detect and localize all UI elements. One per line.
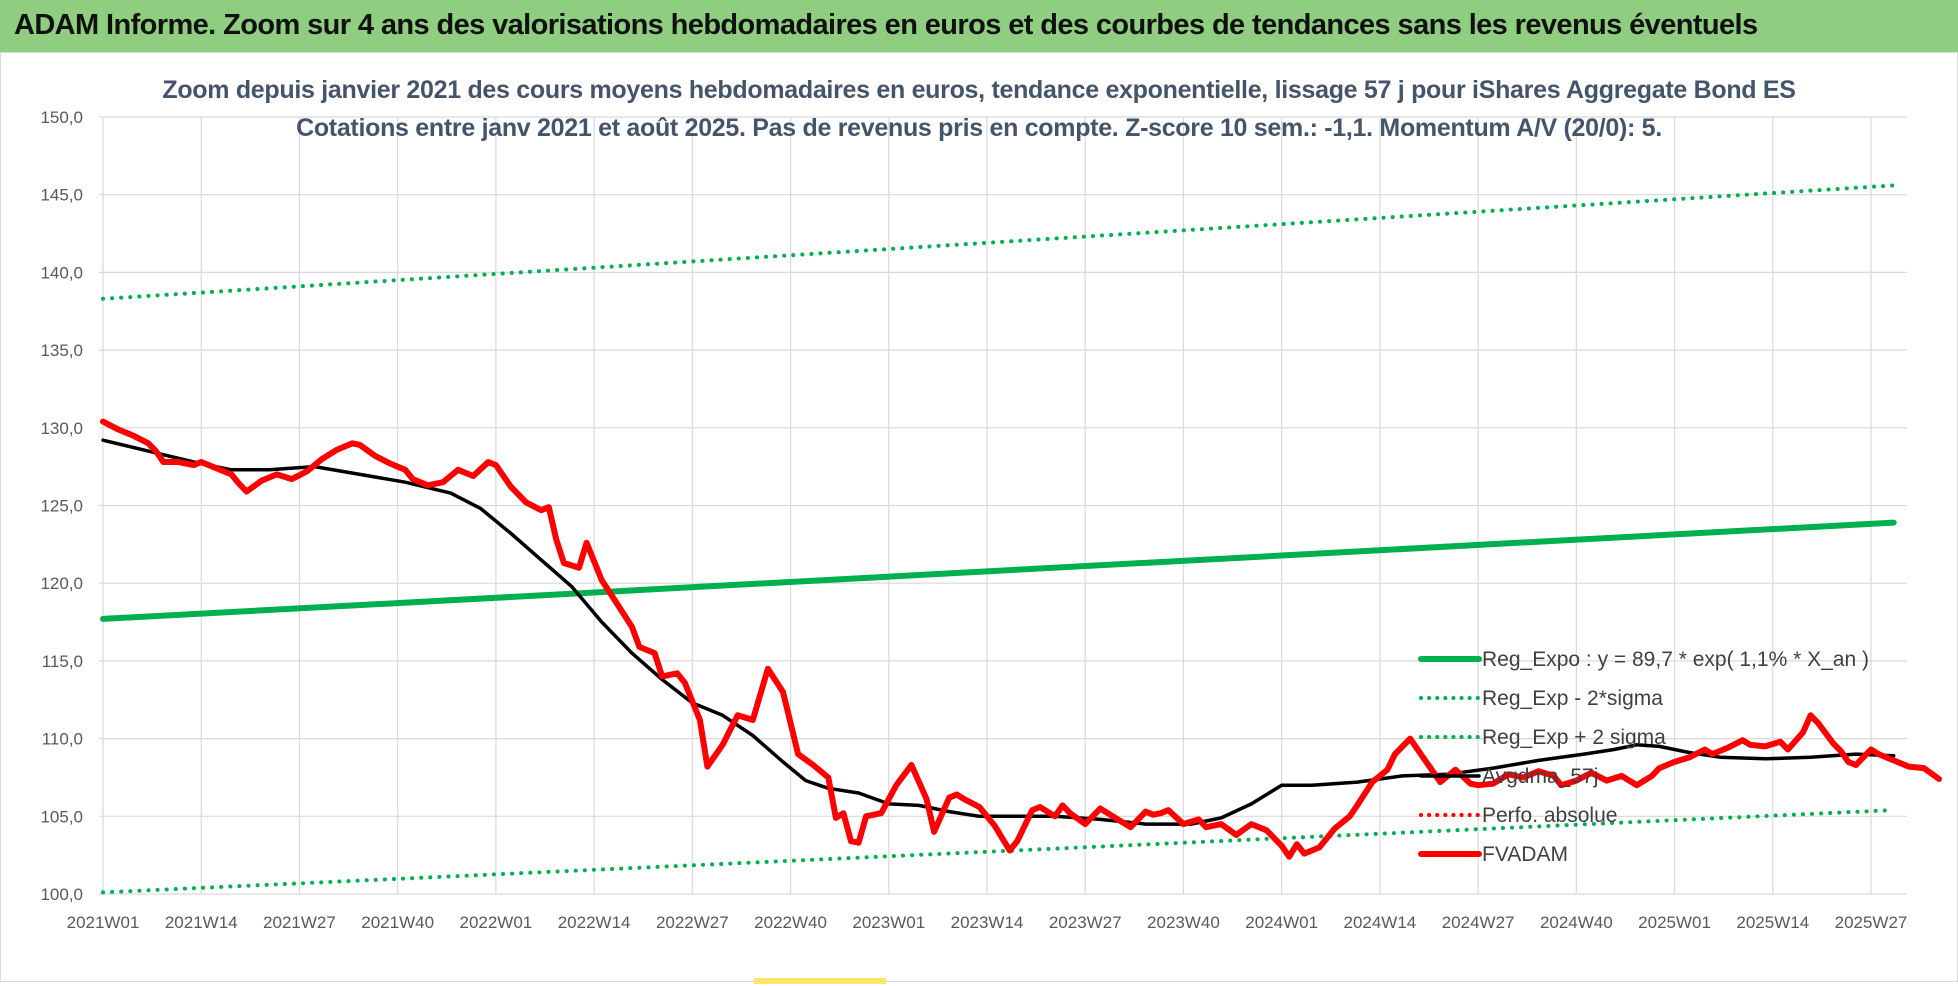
x-tick-label: 2021W14 bbox=[165, 913, 238, 932]
x-tick-label: 2025W14 bbox=[1736, 913, 1809, 932]
series-line-reg-exp-2-sigma bbox=[101, 808, 1896, 895]
legend-label: Reg_Exp - 2*sigma bbox=[1482, 687, 1663, 710]
chart-frame: 100,0 105,0 110,0 115,0 120,0 125,0 130,0 135,0… bbox=[0, 52, 1958, 982]
x-tick-label: 2023W14 bbox=[951, 913, 1024, 932]
y-tick-label: 150,0 bbox=[40, 108, 83, 127]
legend-label: Reg_Exp + 2 sigma bbox=[1482, 726, 1666, 749]
y-tick-label: 125,0 bbox=[40, 497, 83, 516]
x-tick-label: 2025W27 bbox=[1835, 913, 1908, 932]
x-tick-label: 2023W27 bbox=[1049, 913, 1122, 932]
x-tick-label: 2022W01 bbox=[459, 913, 532, 932]
y-tick-label: 145,0 bbox=[40, 186, 83, 205]
series-line-fvadam bbox=[100, 418, 1942, 860]
x-tick-label: 2024W14 bbox=[1343, 913, 1416, 932]
x-tick-label: 2021W27 bbox=[263, 913, 336, 932]
y-tick-label: 140,0 bbox=[40, 263, 83, 282]
x-tick-label: 2023W40 bbox=[1147, 913, 1220, 932]
selection-marker bbox=[754, 978, 886, 984]
x-tick-label: 2022W14 bbox=[558, 913, 631, 932]
legend-label: Avgdma_57j bbox=[1482, 765, 1598, 788]
x-tick-label: 2023W01 bbox=[852, 913, 925, 932]
x-axis-ticks: 2021W01 2021W14 2021W27 2021W40 2022W01 2022W… bbox=[67, 913, 1908, 932]
chart-title-line-2: Cotations entre janv 2021 et août 2025. … bbox=[296, 114, 1662, 142]
y-tick-label: 105,0 bbox=[40, 807, 83, 826]
grid bbox=[99, 116, 1907, 895]
legend-label: Reg_Expo : y = 89,7 * exp( 1,1% * X_an ) bbox=[1482, 648, 1869, 671]
y-axis-ticks: 100,0 105,0 110,0 115,0 120,0 125,0 130,0 135,0… bbox=[40, 108, 83, 904]
legend-label: FVADAM bbox=[1482, 843, 1568, 866]
x-tick-label: 2022W27 bbox=[656, 913, 729, 932]
legend-label: Perfo. absolue bbox=[1482, 804, 1617, 827]
y-tick-label: 100,0 bbox=[40, 885, 83, 904]
legend: Reg_Expo : y = 89,7 * exp( 1,1% * X_an )… bbox=[1418, 648, 1869, 866]
y-tick-label: 110,0 bbox=[42, 730, 83, 749]
series-line-avgdma-57j bbox=[101, 438, 1896, 826]
banner: ADAM Informe. Zoom sur 4 ans des valoris… bbox=[0, 0, 1958, 54]
x-tick-label: 2022W40 bbox=[754, 913, 827, 932]
y-tick-label: 130,0 bbox=[40, 419, 83, 438]
x-tick-label: 2024W01 bbox=[1245, 913, 1318, 932]
x-tick-label: 2024W40 bbox=[1540, 913, 1613, 932]
series-layer bbox=[100, 183, 1942, 895]
series-line-reg-exp-2-sigma bbox=[101, 183, 1896, 301]
x-tick-label: 2025W01 bbox=[1638, 913, 1711, 932]
y-tick-label: 115,0 bbox=[42, 652, 83, 671]
y-tick-label: 120,0 bbox=[40, 574, 83, 593]
x-tick-label: 2021W40 bbox=[361, 913, 434, 932]
chart-title-line-1: Zoom depuis janvier 2021 des cours moyen… bbox=[162, 76, 1795, 104]
chart-svg: 100,0 105,0 110,0 115,0 120,0 125,0 130,0 135,0… bbox=[40, 76, 1942, 932]
x-tick-label: 2024W27 bbox=[1442, 913, 1515, 932]
series-line-reg-expo-y-89-7-exp-1-1-x-an bbox=[100, 519, 1897, 622]
y-tick-label: 135,0 bbox=[40, 341, 83, 360]
banner-title: ADAM Informe. Zoom sur 4 ans des valoris… bbox=[14, 9, 1758, 41]
x-tick-label: 2021W01 bbox=[67, 913, 140, 932]
